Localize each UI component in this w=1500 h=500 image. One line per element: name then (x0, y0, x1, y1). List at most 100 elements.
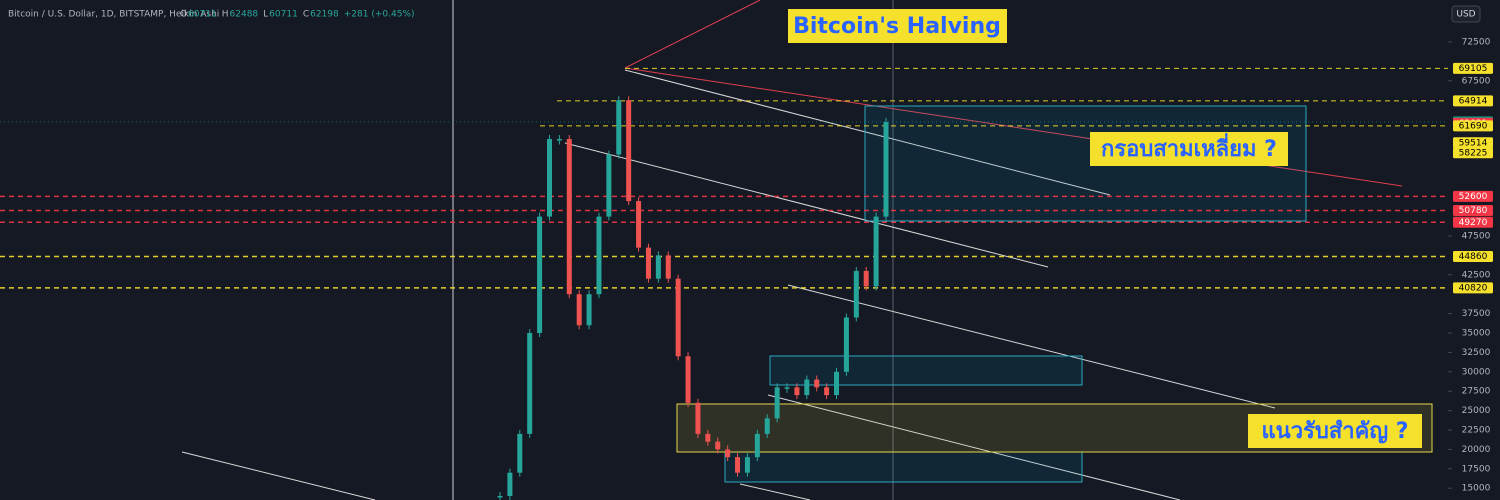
candle (873, 216, 879, 287)
candle (774, 387, 780, 419)
price-label: 50780 (1459, 206, 1488, 216)
change: +281 (+0.45%) (344, 10, 415, 20)
ohlc-key: L (263, 10, 268, 20)
trend-line (624, 67, 1403, 187)
candle (606, 154, 612, 217)
y-tick-label: 20000 (1462, 445, 1491, 455)
candle (636, 201, 642, 248)
y-tick-label: 32500 (1462, 348, 1491, 358)
candle (655, 255, 661, 279)
price-label: 40820 (1459, 283, 1488, 293)
candle (804, 379, 810, 396)
price-label-bg (1453, 205, 1493, 217)
y-tick-label: 47500 (1462, 231, 1491, 241)
currency-button[interactable] (1451, 5, 1481, 23)
annotation: กรอบสามเหลี่ยม ? (1101, 132, 1277, 162)
candle (626, 100, 632, 202)
price-label: 44860 (1459, 252, 1488, 262)
price-label-bg (1453, 147, 1493, 159)
annotation: แนวรับสำคัญ ? (1261, 419, 1408, 444)
candle (754, 433, 760, 458)
candle (715, 441, 721, 450)
trend-line (564, 142, 1049, 268)
currency[interactable]: USD (1456, 10, 1475, 20)
trend-line (739, 483, 811, 500)
trend-line (767, 394, 1181, 500)
candle (566, 138, 572, 295)
y-tick-label: 17500 (1462, 464, 1491, 474)
ohlc-value: 60711 (188, 10, 217, 20)
price-label: 49270 (1459, 218, 1488, 228)
candle (537, 216, 543, 333)
label-bg (1090, 132, 1288, 166)
candle (863, 270, 869, 287)
candle (794, 387, 800, 396)
price-label-bg (1453, 250, 1493, 262)
price-label-bg (1453, 120, 1493, 132)
price-label-bg (1453, 282, 1493, 294)
candle (645, 247, 651, 279)
candle (695, 402, 701, 434)
candle (517, 433, 523, 473)
box (769, 355, 1083, 386)
candle (725, 449, 731, 458)
candle (834, 371, 840, 396)
candle (705, 433, 711, 442)
ohlc-key: O (180, 10, 187, 20)
candle (883, 121, 889, 217)
candle (735, 457, 741, 473)
price-label-bg (1453, 190, 1493, 202)
trend-line (624, 69, 1111, 196)
price-label: 52600 (1459, 192, 1488, 202)
ohlc-value: 62488 (230, 10, 259, 20)
y-tick-label: 37500 (1462, 309, 1491, 319)
candle (853, 270, 859, 318)
symbol: Bitcoin / U.S. Dollar, 1D, BITSTAMP, Hei… (8, 10, 219, 20)
ohlc-key: H (222, 10, 229, 20)
candle (764, 418, 770, 434)
candle (784, 387, 790, 389)
candle (576, 294, 582, 326)
trend-line (787, 284, 1276, 409)
candle (665, 255, 671, 279)
price-label-bg (1453, 137, 1493, 149)
candle (596, 216, 602, 295)
ohlc-value: 62198 (310, 10, 339, 20)
candle (507, 472, 513, 496)
ohlc-key: C (303, 10, 309, 20)
candle (824, 387, 830, 396)
title: Bitcoin's Halving (793, 14, 1001, 39)
y-tick-label: 22500 (1462, 426, 1491, 436)
price-label-bg (1453, 95, 1493, 107)
y-tick-label: 27500 (1462, 387, 1491, 397)
label-bg (1248, 414, 1422, 448)
candle (546, 138, 552, 217)
y-tick-label: 15000 (1462, 484, 1491, 494)
y-tick-label: 72500 (1462, 37, 1491, 47)
price-label-bg (1453, 62, 1493, 74)
candle (616, 100, 622, 155)
y-tick-label: 25000 (1462, 406, 1491, 416)
price-label: 61690 (1459, 121, 1488, 131)
y-tick-label: 67500 (1462, 76, 1491, 86)
candle (586, 294, 592, 326)
price-label-bg (1453, 216, 1493, 228)
price-label: 69105 (1459, 64, 1488, 74)
candle (527, 332, 533, 434)
box (724, 451, 1083, 483)
candle (685, 356, 691, 403)
price-axis (1448, 0, 1500, 500)
ohlc-value: 60711 (269, 10, 298, 20)
trend-line (624, 0, 761, 69)
price-label: 59514 (1459, 138, 1488, 148)
y-tick-label: 42500 (1462, 270, 1491, 280)
price-label: 58225 (1459, 148, 1488, 158)
candle (556, 138, 562, 141)
candle (843, 317, 849, 372)
y-tick-label: 35000 (1462, 328, 1491, 338)
trend-line (181, 451, 376, 500)
label-bg (788, 9, 1007, 43)
candle (675, 278, 681, 357)
candle (497, 495, 503, 498)
